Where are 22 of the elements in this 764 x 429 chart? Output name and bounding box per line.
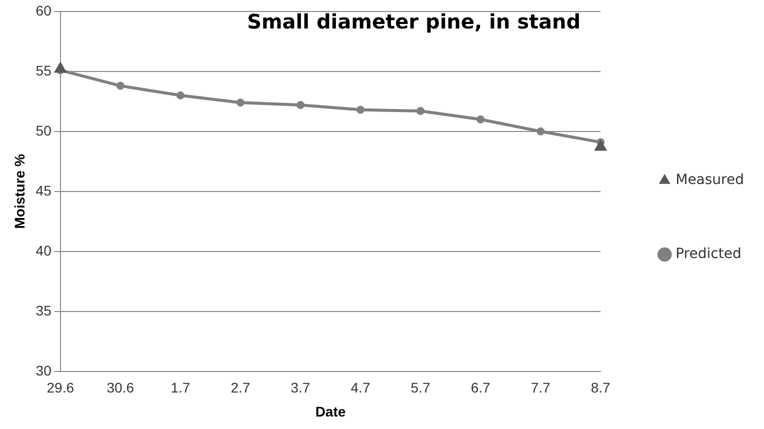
x-tick-label: 8.7 (590, 380, 611, 396)
x-tick-label: 4.7 (350, 380, 370, 396)
x-tick-label: 7.7 (530, 380, 551, 396)
x-tick-label: 1.7 (170, 380, 190, 396)
y-axis-title: Moisture % (11, 154, 28, 229)
x-tick-label: 5.7 (410, 380, 430, 396)
x-tick-label: 30.6 (106, 380, 134, 396)
y-tick-label: 55 (36, 62, 52, 78)
x-tick-label: 3.7 (290, 380, 310, 396)
y-tick-label: 60 (36, 2, 52, 18)
y-tick-label: 40 (36, 242, 52, 258)
x-tick-label: 6.7 (470, 380, 490, 396)
y-tick-label: 45 (36, 182, 52, 198)
x-tick-label: 2.7 (230, 380, 250, 396)
y-tick-label: 30 (36, 362, 52, 378)
x-axis-title: Date (315, 403, 346, 420)
y-tick-label: 35 (36, 302, 52, 318)
legend-label: Predicted (676, 246, 742, 262)
x-tick-label: 29.6 (46, 380, 74, 396)
chart-title: Small diameter pine, in stand (247, 10, 581, 34)
legend-label: Measured (676, 172, 744, 188)
y-tick-label: 50 (36, 122, 52, 138)
